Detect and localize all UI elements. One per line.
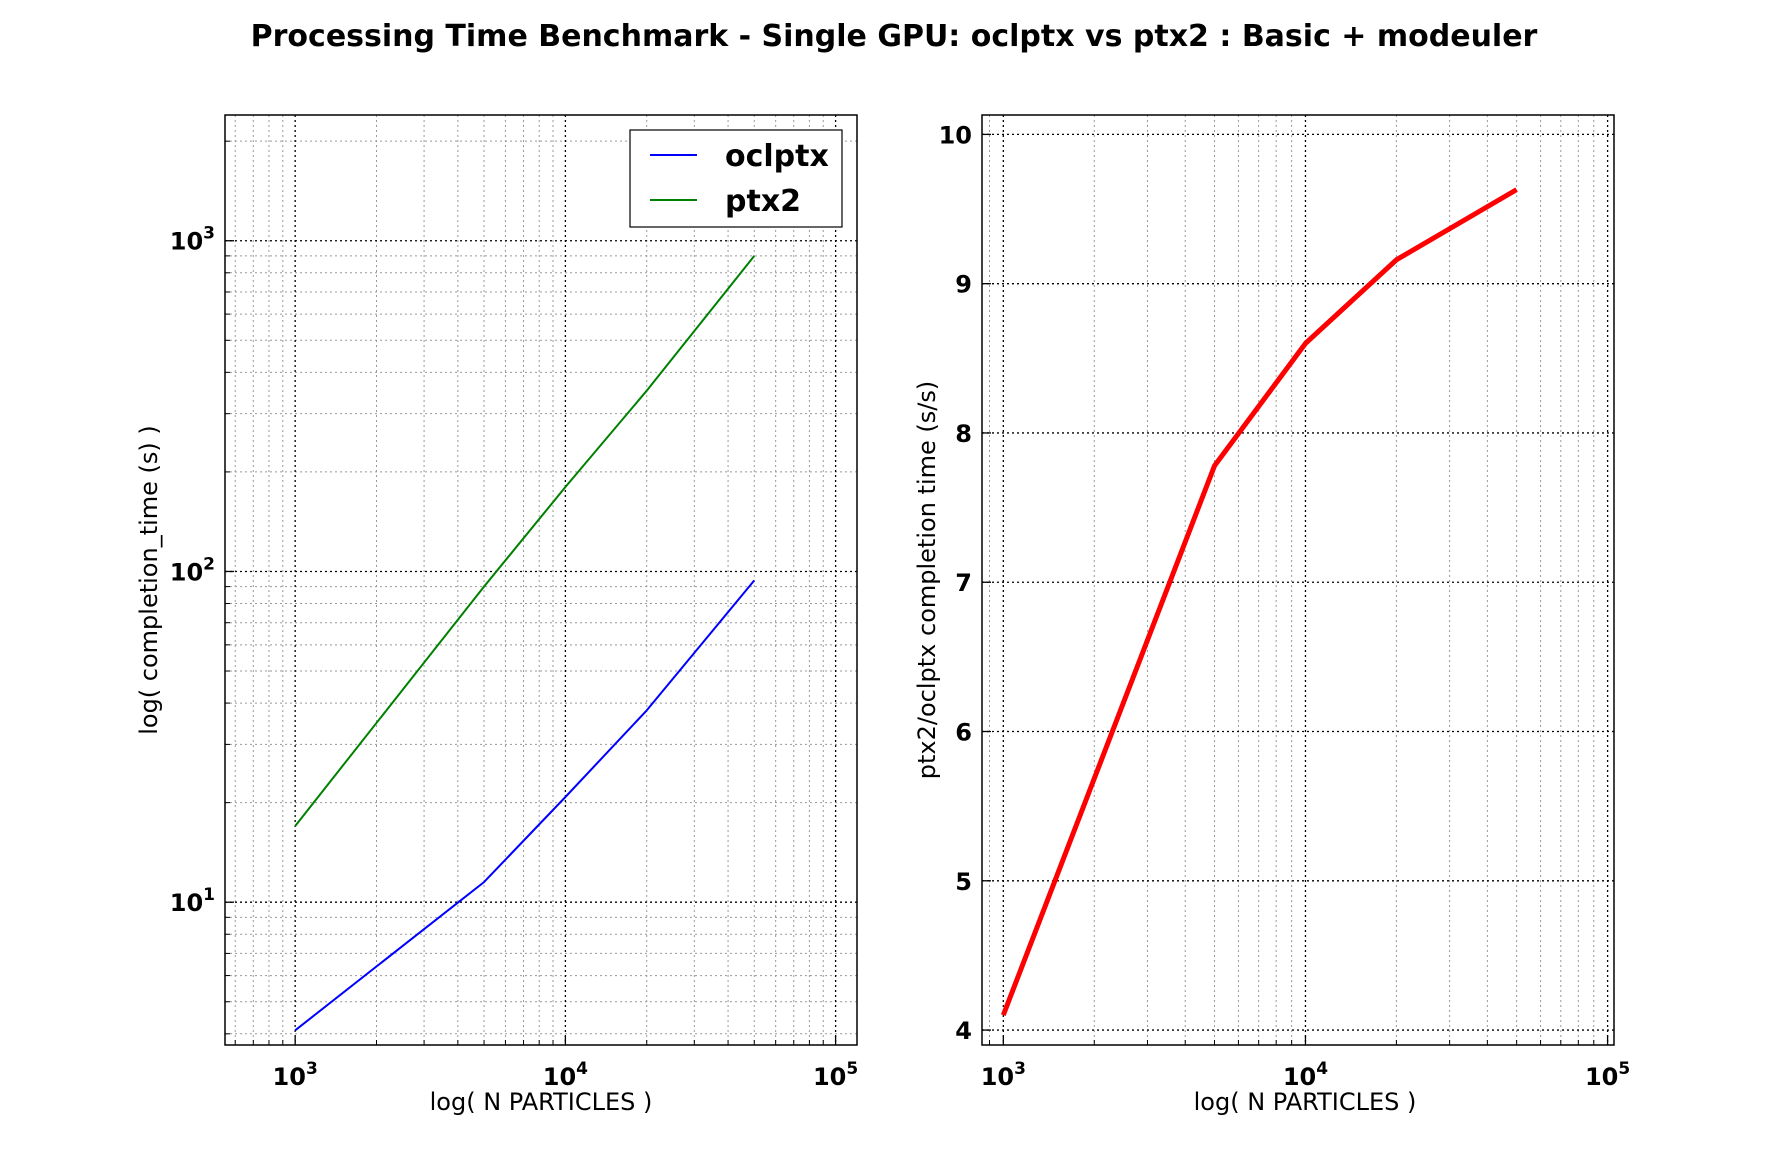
right-y-tick-label: 10	[939, 121, 972, 149]
left-series-lines	[294, 255, 756, 1032]
right-y-tick-label: 4	[955, 1017, 972, 1045]
legend-label-oclptx: oclptx	[725, 139, 829, 174]
right-y-tick-label: 6	[955, 719, 972, 747]
legend-box	[629, 129, 843, 228]
right-axes-frame	[981, 114, 1615, 1046]
left-series-line-ptx2	[294, 255, 756, 827]
left-y-tick-label: 101	[170, 885, 215, 917]
right-gridlines	[982, 115, 1614, 1045]
left-axes-frame	[224, 114, 858, 1046]
left-x-axis-label: log( N PARTICLES )	[430, 1088, 653, 1116]
left-gridlines	[225, 115, 857, 1045]
right-y-tick-label: 7	[955, 569, 972, 597]
left-series-line-oclptx	[294, 579, 756, 1032]
right-x-axis-label: log( N PARTICLES )	[1194, 1088, 1417, 1116]
left-y-axis-label: log( completion_time (s) )	[135, 425, 163, 735]
legend-label-ptx2: ptx2	[725, 184, 801, 219]
right-series-line-ratio	[1000, 187, 1518, 1016]
right-y-axis-label: ptx2/oclptx completion time (s/s)	[913, 381, 941, 779]
legend: oclptx ptx2	[629, 129, 843, 228]
right-y-tick-label: 8	[955, 420, 972, 448]
right-y-tick-label: 5	[955, 868, 972, 896]
left-y-tick-label: 103	[170, 224, 215, 256]
right-y-tick-label: 9	[955, 271, 972, 299]
right-series-lines	[1000, 187, 1518, 1016]
figure-title: Processing Time Benchmark - Single GPU: …	[251, 19, 1538, 54]
